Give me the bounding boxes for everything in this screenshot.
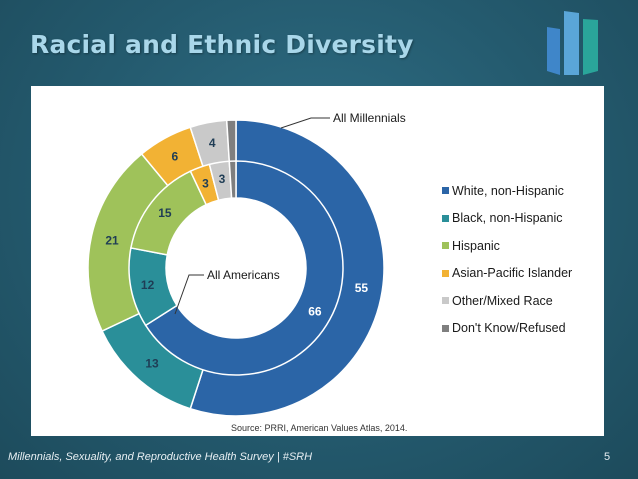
legend-label: Black, non-Hispanic (452, 211, 563, 226)
outer-ring-leader-line (280, 117, 330, 129)
outer-ring-series-label: All Millennials (333, 111, 406, 125)
source-note: Source: PRRI, American Values Atlas, 201… (231, 423, 408, 433)
inner-ring-leader-line (174, 274, 204, 315)
legend-swatch (442, 269, 449, 277)
inner-data-label-hispanic: 15 (158, 206, 172, 220)
slide-title: Racial and Ethnic Diversity (30, 30, 414, 59)
legend-swatch (442, 324, 449, 332)
legend-item-hispanic: Hispanic (442, 232, 572, 260)
legend-swatch (442, 242, 449, 250)
legend-item-other-mixed-race: Other/Mixed Race (442, 287, 572, 315)
legend-label: Asian-Pacific Islander (452, 266, 573, 281)
chart-panel: 55 13 21 6 4 66 12 15 3 3 All Millennials All Ameri… (31, 86, 604, 436)
inner-slice-white-non-hispanic (144, 160, 344, 376)
outer-data-label-white-non-hispanic: 55 (355, 281, 369, 295)
legend-label: Other/Mixed Race (452, 293, 553, 308)
legend-item-black-non-hispanic: Black, non-Hispanic (442, 205, 572, 233)
inner-data-label-black-non-hispanic: 12 (141, 278, 155, 292)
outer-data-label-black-non-hispanic: 13 (145, 356, 159, 370)
footer-text: Millennials, Sexuality, and Reproductive… (8, 451, 313, 463)
legend-swatch (442, 297, 449, 305)
legend-item-white-non-hispanic: White, non-Hispanic (442, 177, 572, 205)
inner-data-label-white-non-hispanic: 66 (308, 304, 322, 318)
bar-chart-logo-icon (547, 11, 598, 75)
legend-swatch (442, 187, 449, 195)
inner-data-label-asian-pacific-islander: 3 (202, 176, 209, 190)
outer-data-label-asian-pacific-islander: 6 (171, 150, 178, 164)
outer-data-label-other-mixed-race: 4 (209, 136, 216, 150)
legend-label: White, non-Hispanic (452, 183, 564, 198)
legend-item-don-t-know-refused: Don't Know/Refused (442, 315, 572, 343)
legend-label: Hispanic (452, 238, 500, 253)
legend-swatch (442, 214, 449, 222)
outer-data-label-hispanic: 21 (105, 233, 119, 247)
nested-donut-chart: 55 13 21 6 4 66 12 15 3 3 All Millennials All Ameri… (87, 111, 406, 417)
chart-legend: White, non-Hispanic Black, non-Hispanic Hi… (442, 177, 572, 342)
legend-label: Don't Know/Refused (452, 321, 566, 336)
inner-slice-don-t-know-refused (228, 160, 237, 199)
legend-item-asian-pacific-islander: Asian-Pacific Islander (442, 260, 572, 288)
inner-ring-series-label: All Americans (207, 268, 280, 282)
inner-data-label-other-mixed-race: 3 (219, 172, 226, 186)
page-number: 5 (604, 451, 611, 463)
